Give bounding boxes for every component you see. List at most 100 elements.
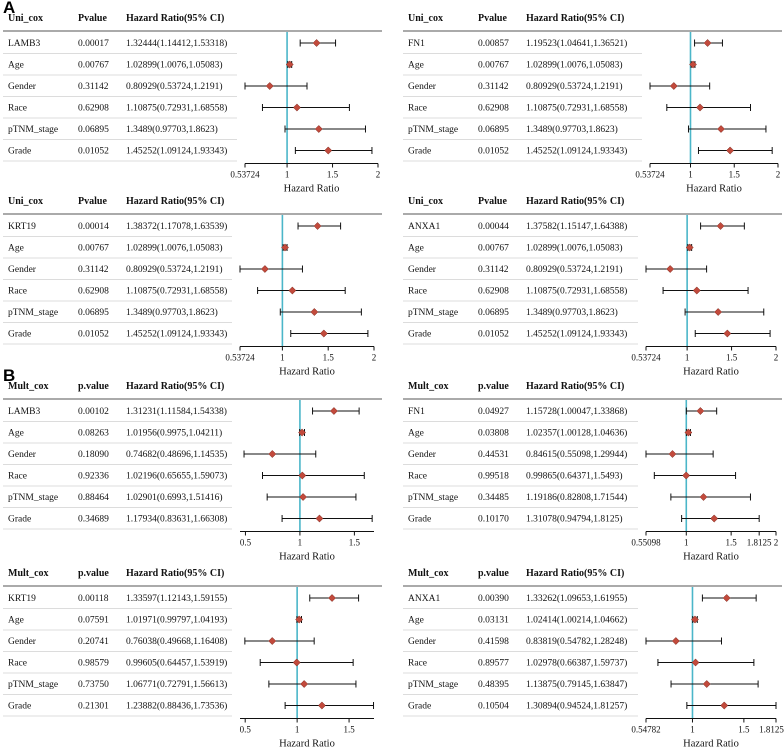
- row-hazard-ratio-ci: 1.3489(0.97703,1.8623): [526, 307, 618, 318]
- forest-plot-svg: Mult_cox p.value Hazard Ratio(95% CI) LAMB3…: [3, 381, 382, 563]
- hr-point: [312, 39, 321, 47]
- row-pvalue: 0.73750: [78, 680, 109, 690]
- row-pvalue: 0.06895: [478, 308, 509, 318]
- column-header-pvalue: p.value: [78, 568, 109, 579]
- column-header-hazard-ratio: Hazard Ratio(95% CI): [526, 381, 624, 392]
- column-header-variable: Uni_cox: [408, 13, 443, 24]
- row-variable-name: FN1: [408, 39, 425, 49]
- column-header-hazard-ratio: Hazard Ratio(95% CI): [126, 568, 224, 579]
- row-variable-name: pTNM_stage: [8, 493, 58, 503]
- hr-point: [723, 329, 732, 338]
- row-pvalue: 0.98579: [78, 659, 109, 669]
- hr-point: [288, 286, 297, 295]
- row-variable-name: Age: [8, 61, 24, 71]
- x-tick-label: 1.5: [738, 725, 750, 735]
- row-pvalue: 0.41598: [478, 637, 509, 647]
- x-tick-label: 0.53724: [635, 170, 665, 180]
- row-variable-name: Gender: [8, 637, 37, 647]
- x-axis-label: Hazard Ratio: [683, 367, 739, 378]
- x-axis-label: Hazard Ratio: [683, 552, 739, 563]
- x-tick-label: 1.5: [323, 353, 335, 363]
- row-variable-name: Grade: [8, 330, 31, 340]
- row-pvalue: 0.00767: [478, 244, 509, 254]
- row-hazard-ratio-ci: 1.30894(0.94524,1.81257): [526, 701, 627, 712]
- row-variable-name: Grade: [8, 147, 31, 157]
- row-hazard-ratio-ci: 1.01956(0.9975,1.04211): [126, 428, 222, 439]
- row-variable-name: Race: [8, 659, 27, 669]
- row-pvalue: 0.31142: [478, 265, 509, 275]
- row-variable-name: ANXA1: [408, 222, 440, 232]
- row-pvalue: 0.07591: [78, 616, 109, 626]
- row-pvalue: 0.31142: [478, 82, 509, 92]
- hr-point: [310, 308, 319, 316]
- column-header-variable: Uni_cox: [8, 196, 43, 207]
- hr-point: [666, 265, 675, 273]
- row-pvalue: 0.89577: [478, 659, 509, 669]
- hr-point: [691, 658, 700, 667]
- hr-point: [692, 286, 701, 295]
- row-pvalue: 0.62908: [78, 287, 109, 297]
- row-hazard-ratio-ci: 1.10875(0.72931,1.68558): [526, 286, 627, 297]
- row-pvalue: 0.00767: [78, 244, 109, 254]
- row-pvalue: 0.04927: [478, 407, 509, 417]
- row-pvalue: 0.00102: [78, 407, 109, 417]
- row-pvalue: 0.34485: [478, 493, 509, 503]
- hr-point: [714, 308, 723, 316]
- row-hazard-ratio-ci: 1.10875(0.72931,1.68558): [126, 286, 227, 297]
- column-header-pvalue: Pvalue: [78, 13, 107, 24]
- row-hazard-ratio-ci: 1.13875(0.79145,1.63847): [526, 679, 627, 690]
- hr-point: [682, 471, 691, 480]
- row-variable-name: Grade: [408, 147, 431, 157]
- row-variable-name: LAMB3: [8, 407, 40, 417]
- x-tick-label: 0.55098: [631, 538, 661, 548]
- hr-point: [299, 493, 308, 501]
- forest-panel-6: Mult_cox p.value Hazard Ratio(95% CI) FN1 0.…: [400, 378, 784, 563]
- forest-panel-8: Mult_cox p.value Hazard Ratio(95% CI) ANXA1…: [400, 565, 784, 750]
- hr-point: [300, 680, 309, 688]
- row-variable-name: Race: [8, 472, 27, 482]
- hr-point: [668, 450, 677, 458]
- column-header-hazard-ratio: Hazard Ratio(95% CI): [526, 196, 624, 207]
- row-hazard-ratio-ci: 1.45252(1.09124,1.93343): [526, 329, 627, 340]
- hr-point: [328, 594, 336, 602]
- forest-panel-1: Uni_cox Pvalue Hazard Ratio(95% CI) LAMB3 0.…: [0, 10, 384, 195]
- row-hazard-ratio-ci: 1.3489(0.97703,1.8623): [526, 124, 618, 135]
- row-pvalue: 0.00014: [78, 222, 109, 232]
- row-variable-name: Age: [408, 61, 424, 71]
- row-variable-name: Grade: [408, 330, 431, 340]
- column-header-variable: Mult_cox: [408, 381, 449, 392]
- row-pvalue: 0.03131: [478, 616, 509, 626]
- row-hazard-ratio-ci: 1.38372(1.17078,1.63539): [126, 221, 227, 232]
- row-pvalue: 0.44531: [478, 450, 509, 460]
- hr-point: [315, 514, 324, 523]
- row-pvalue: 0.00017: [78, 39, 109, 49]
- column-header-variable: Mult_cox: [408, 568, 449, 579]
- x-tick-label: 0.54782: [631, 725, 660, 735]
- x-tick-label: 2: [774, 353, 779, 363]
- row-variable-name: Age: [408, 616, 424, 626]
- hr-point: [722, 594, 731, 602]
- row-variable-name: FN1: [408, 407, 425, 417]
- hr-point: [689, 60, 697, 69]
- x-tick-label: 1.5: [726, 353, 738, 363]
- hr-point: [298, 428, 307, 437]
- x-tick-label: 1: [684, 538, 689, 548]
- x-tick-label: 1.5: [349, 538, 361, 548]
- x-axis-label: Hazard Ratio: [683, 739, 739, 750]
- hr-point: [265, 82, 274, 90]
- row-variable-name: Gender: [408, 265, 437, 275]
- row-hazard-ratio-ci: 1.02196(0.65655,1.59073): [126, 471, 227, 482]
- row-pvalue: 0.62908: [478, 287, 509, 297]
- row-hazard-ratio-ci: 1.15728(1.00047,1.33868): [526, 406, 627, 417]
- column-header-hazard-ratio: Hazard Ratio(95% CI): [126, 381, 224, 392]
- row-variable-name: pTNM_stage: [8, 308, 58, 318]
- row-variable-name: ANXA1: [408, 594, 440, 604]
- row-hazard-ratio-ci: 0.80929(0.53724,1.2191): [526, 264, 623, 275]
- column-header-variable: Uni_cox: [8, 13, 43, 24]
- column-header-pvalue: p.value: [478, 381, 509, 392]
- row-hazard-ratio-ci: 0.83819(0.54782,1.28248): [526, 636, 627, 647]
- forest-plot-svg: Mult_cox p.value Hazard Ratio(95% CI) FN1 0.…: [403, 381, 782, 563]
- row-variable-name: Gender: [408, 82, 437, 92]
- x-tick-label: 2: [376, 170, 381, 180]
- row-hazard-ratio-ci: 1.10875(0.72931,1.68558): [126, 103, 227, 114]
